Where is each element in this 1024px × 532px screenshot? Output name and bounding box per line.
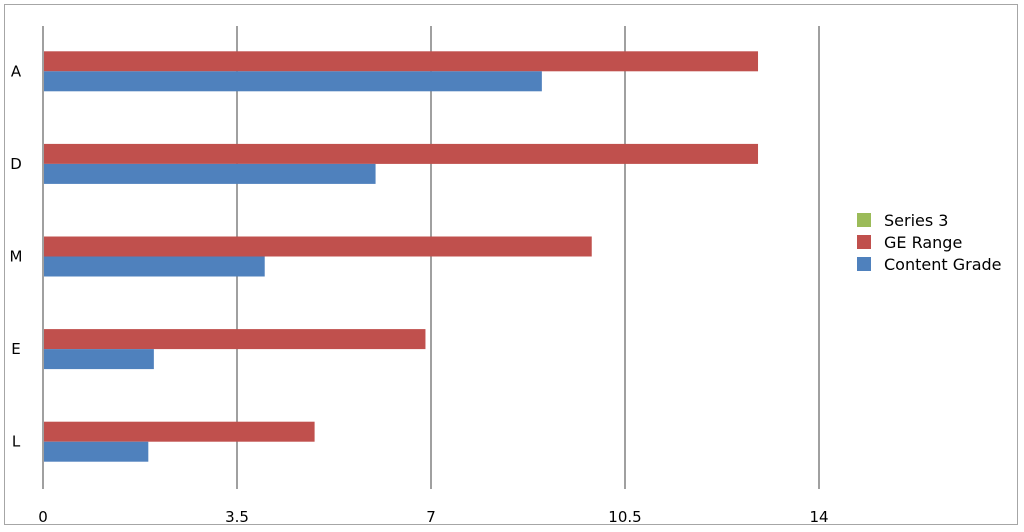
legend-swatch xyxy=(857,257,871,271)
x-tick-label: 10.5 xyxy=(608,508,641,526)
bar-ge-range-l xyxy=(44,421,315,442)
legend-label: GE Range xyxy=(884,233,962,252)
bar-ge-range-a xyxy=(44,51,759,72)
y-category-label: L xyxy=(12,433,21,451)
legend-swatch xyxy=(857,235,871,249)
x-tick-label: 3.5 xyxy=(225,508,249,526)
y-axis: A D M E L xyxy=(10,62,23,450)
legend-swatch xyxy=(857,213,871,227)
x-tick-label: 0 xyxy=(38,508,48,526)
bar-content-grade-e xyxy=(44,349,154,370)
y-category-label: D xyxy=(10,155,22,173)
bar-content-grade-m xyxy=(44,256,265,277)
y-category-label: A xyxy=(11,62,22,80)
bar-ge-range-m xyxy=(44,236,592,257)
y-category-label: E xyxy=(11,340,20,358)
bars xyxy=(44,51,759,462)
legend-label: Content Grade xyxy=(884,255,1002,274)
legend-label: Series 3 xyxy=(884,211,948,230)
bar-content-grade-d xyxy=(44,163,376,184)
bar-ge-range-d xyxy=(44,143,759,164)
legend: Series 3 GE Range Content Grade xyxy=(857,211,1002,274)
bar-ge-range-e xyxy=(44,329,426,350)
x-tick-label: 14 xyxy=(809,508,828,526)
x-axis: 0 3.5 7 10.5 14 xyxy=(38,508,828,526)
x-tick-label: 7 xyxy=(426,508,436,526)
y-category-label: M xyxy=(10,248,23,266)
bar-content-grade-a xyxy=(44,71,542,92)
bar-content-grade-l xyxy=(44,441,149,462)
